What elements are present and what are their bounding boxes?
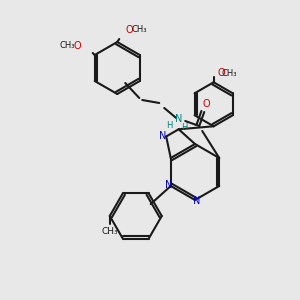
Text: O: O [218,68,226,78]
Text: CH₃: CH₃ [60,41,76,50]
Text: N: N [175,114,182,124]
Text: CH₃: CH₃ [222,69,237,78]
Text: N: N [160,131,167,142]
Text: CH₃: CH₃ [101,227,118,236]
Text: H: H [182,123,188,132]
Text: O: O [74,41,82,51]
Text: CH₃: CH₃ [131,26,147,34]
Text: H: H [166,121,172,130]
Text: O: O [202,99,210,109]
Text: N: N [165,180,172,190]
Text: O: O [125,25,133,35]
Text: N: N [193,196,201,206]
